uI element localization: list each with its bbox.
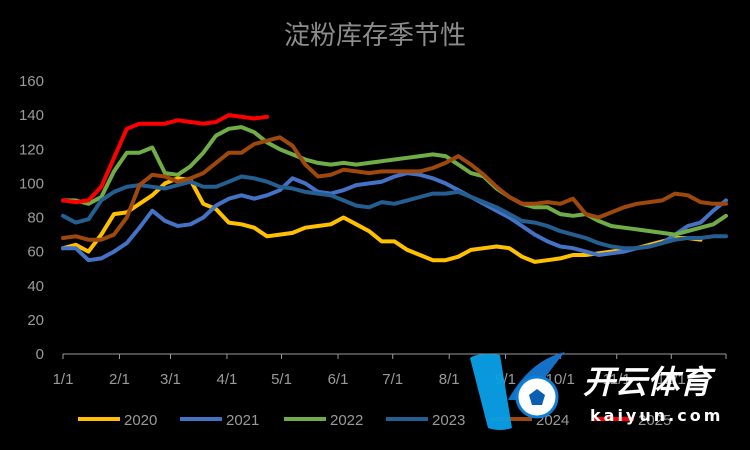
- legend-label-2022: 2022: [330, 412, 363, 429]
- series-lines: [61, 113, 728, 264]
- series-line-2021: [61, 171, 728, 263]
- watermark-sub-text: kaiyun.com: [590, 406, 723, 425]
- legend-label-2025: 2025: [638, 412, 671, 429]
- legend-label-2023: 2023: [432, 412, 465, 429]
- x-tick-label: 12/1: [657, 371, 686, 388]
- x-tick-label: 1/1: [53, 371, 74, 388]
- y-tick-label: 140: [19, 107, 44, 124]
- legend: 2020 2021 2022 2023 2024 2025: [78, 412, 671, 429]
- y-tick-label: 100: [19, 175, 44, 192]
- x-tick-label: 6/1: [328, 371, 349, 388]
- soccer-ball-patch: [529, 389, 545, 405]
- y-tick-label: 120: [19, 141, 44, 158]
- y-tick-label: 160: [19, 73, 44, 90]
- y-tick-label: 20: [27, 312, 44, 329]
- watermark-logo: 开云体育 kaiyun.com: [470, 352, 723, 430]
- x-tick-label: 5/1: [271, 371, 292, 388]
- legend-label-2020: 2020: [124, 412, 157, 429]
- watermark-k-shape: [470, 354, 512, 430]
- y-axis-ticks: 0 20 40 60 80 100 120 140 160: [19, 73, 44, 363]
- x-tick-label: 2/1: [109, 371, 130, 388]
- chart-title: 淀粉库存季节性: [284, 21, 466, 51]
- x-tick-label: 7/1: [382, 371, 403, 388]
- y-tick-label: 80: [27, 210, 44, 227]
- watermark-brand-text: 开云体育: [583, 363, 716, 401]
- series-line-2025: [61, 113, 269, 205]
- y-tick-label: 40: [27, 278, 44, 295]
- series-line-2024: [61, 135, 728, 242]
- x-tick-label: 3/1: [160, 371, 181, 388]
- series-line-2020: [61, 176, 703, 264]
- x-tick-label: 8/1: [439, 371, 460, 388]
- y-tick-label: 0: [36, 346, 44, 363]
- legend-label-2021: 2021: [226, 412, 259, 429]
- series-line-2022: [61, 125, 728, 237]
- x-tick-label: 4/1: [217, 371, 238, 388]
- series-line-2023: [61, 174, 728, 251]
- x-tick-label: 11/1: [603, 371, 631, 388]
- y-tick-label: 60: [27, 244, 44, 261]
